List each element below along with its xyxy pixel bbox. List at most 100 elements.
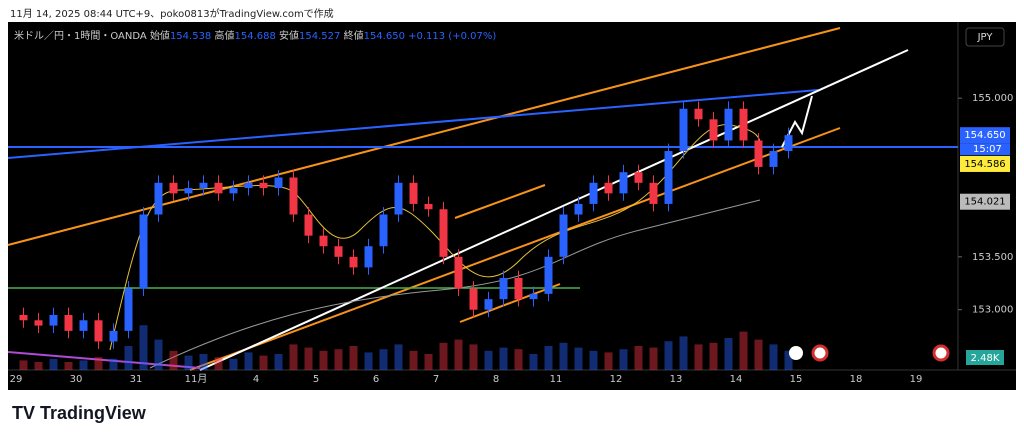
candle-body — [289, 177, 298, 215]
volume-bar — [529, 354, 538, 370]
channel-line — [189, 127, 841, 371]
volume-bar — [214, 357, 223, 370]
candle-body — [394, 182, 403, 215]
candle-body — [139, 214, 148, 289]
candle-body — [94, 320, 103, 342]
candle-body — [214, 182, 223, 194]
logo: TV TradingView — [12, 403, 146, 423]
candle-body — [49, 314, 58, 326]
candle-body — [784, 135, 793, 152]
volume-bar — [784, 350, 793, 370]
trend-line — [199, 49, 909, 371]
candle-body — [649, 182, 658, 204]
volume-bar — [664, 341, 673, 370]
candle-body — [619, 172, 628, 194]
candle-body — [184, 188, 193, 194]
candle-body — [709, 119, 718, 141]
candle-body — [124, 288, 133, 331]
volume-bar — [484, 350, 493, 370]
x-tick-label: 7 — [433, 374, 439, 385]
volume-bar — [769, 344, 778, 370]
candle-body — [769, 151, 778, 167]
volume-bar — [154, 339, 163, 370]
candle-body — [589, 182, 598, 204]
symbol: 米ドル／円・1時間・OANDA — [14, 29, 147, 42]
volume-bar — [619, 349, 628, 370]
volume-bar — [424, 354, 433, 370]
ma2-price-box-label: 154.021 — [964, 197, 1005, 208]
volume-bar — [319, 350, 328, 370]
volume-bar — [124, 346, 133, 370]
x-tick-label: 11月 — [185, 373, 208, 385]
candle-body — [484, 299, 493, 310]
volume-bar — [604, 352, 613, 370]
candle-body — [454, 256, 463, 289]
candle-body — [304, 214, 313, 236]
volume-bar — [394, 344, 403, 370]
volume-bar — [754, 339, 763, 370]
ma-price-box-label: 154.586 — [964, 159, 1005, 170]
volume-box — [966, 350, 1004, 365]
volume-bar — [259, 355, 268, 370]
volume-bar — [544, 346, 553, 370]
volume-bar — [379, 349, 388, 370]
volume-bar — [499, 347, 508, 370]
x-tick-label: 29 — [10, 374, 23, 385]
candle-body — [469, 288, 478, 310]
candle-body — [79, 320, 88, 331]
volume-bar — [184, 355, 193, 370]
volume-bar — [574, 347, 583, 370]
candle-body — [34, 320, 43, 326]
volume-bar — [139, 325, 148, 370]
volume-bar — [109, 358, 118, 370]
candle-body — [349, 256, 358, 268]
candle-body — [499, 277, 508, 300]
volume-bar — [679, 336, 688, 370]
candle-body — [514, 277, 523, 300]
volume-bar — [34, 362, 43, 370]
candle-body — [109, 330, 118, 342]
volume-bar — [169, 350, 178, 370]
ma-line — [7, 351, 201, 369]
event-icon — [811, 344, 829, 362]
volume-bar — [559, 342, 568, 370]
candle-body — [604, 182, 613, 194]
candle-body — [439, 209, 448, 257]
high-value: 154.688 — [234, 31, 275, 42]
x-tick-label: 8 — [493, 374, 499, 385]
x-tick-label: 31 — [130, 374, 143, 385]
candle-body — [664, 151, 673, 204]
legend: 米ドル／円・1時間・OANDA 始値154.538 高値154.688 安値15… — [14, 29, 496, 42]
high-label: 高値 — [214, 29, 234, 42]
x-tick-label: 11 — [550, 374, 563, 385]
logo-text: TradingView — [40, 403, 146, 423]
candle-body — [244, 182, 253, 189]
candle-body — [19, 314, 28, 321]
volume-bar — [454, 339, 463, 370]
y-tick-label: 153.000 — [972, 305, 1013, 316]
candle-body — [379, 214, 388, 247]
volume-bar — [199, 354, 208, 370]
countdown-box — [960, 143, 1010, 156]
candle-body — [409, 182, 418, 204]
volume-bar — [364, 352, 373, 370]
volume-bar — [724, 338, 733, 370]
x-tick-label: 19 — [910, 374, 923, 385]
countdown-label: 15:07 — [973, 144, 1002, 155]
currency-button[interactable] — [965, 27, 1005, 47]
candle-body — [754, 140, 763, 167]
open-value: 154.538 — [170, 31, 211, 42]
volume-bar — [694, 344, 703, 370]
x-tick-label: 4 — [253, 374, 259, 385]
x-tick-label: 18 — [850, 374, 863, 385]
y-tick-label: 155.000 — [972, 93, 1013, 104]
currency-label[interactable]: JPY — [977, 32, 994, 43]
low-value: 154.527 — [299, 31, 340, 42]
volume-bar — [589, 350, 598, 370]
candle-body — [544, 256, 553, 294]
candle-body — [199, 182, 208, 189]
candle-body — [259, 182, 268, 189]
candle-body — [229, 188, 238, 194]
